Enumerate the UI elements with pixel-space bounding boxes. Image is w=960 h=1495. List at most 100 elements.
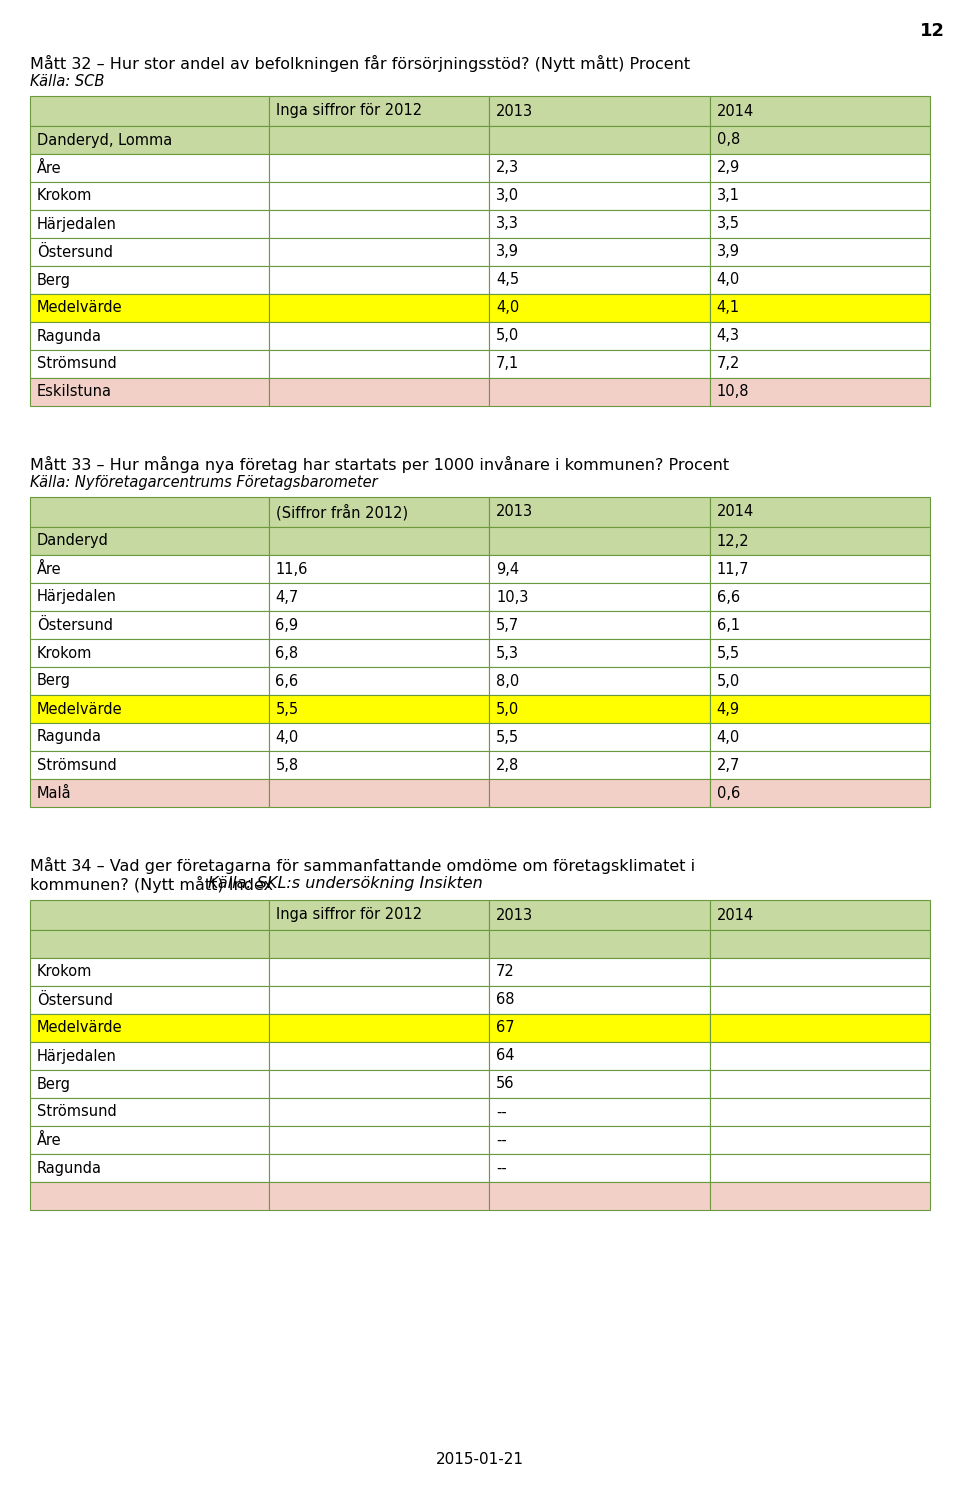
Bar bbox=[489, 295, 709, 321]
Text: Mått 33 – Hur många nya företag har startats per 1000 invånare i kommunen? Proce: Mått 33 – Hur många nya företag har star… bbox=[30, 456, 730, 472]
Bar bbox=[30, 638, 269, 667]
Bar bbox=[489, 182, 709, 209]
Text: Strömsund: Strömsund bbox=[37, 356, 117, 371]
Bar bbox=[269, 1070, 489, 1097]
Text: 3,9: 3,9 bbox=[716, 245, 739, 260]
Bar bbox=[489, 266, 709, 295]
Bar bbox=[709, 779, 930, 807]
Bar bbox=[30, 295, 269, 321]
Bar bbox=[489, 238, 709, 266]
Bar bbox=[30, 667, 269, 695]
Bar bbox=[269, 496, 489, 528]
Bar bbox=[269, 295, 489, 321]
Bar bbox=[709, 930, 930, 958]
Bar bbox=[709, 1126, 930, 1154]
Bar bbox=[489, 1126, 709, 1154]
Bar bbox=[709, 1070, 930, 1097]
Text: 64: 64 bbox=[496, 1048, 515, 1063]
Bar bbox=[30, 1097, 269, 1126]
Bar bbox=[709, 1042, 930, 1070]
Text: 10,8: 10,8 bbox=[716, 384, 749, 399]
Bar bbox=[709, 583, 930, 611]
Text: Åre: Åre bbox=[37, 562, 61, 577]
Text: Malå: Malå bbox=[37, 785, 72, 800]
Bar bbox=[30, 779, 269, 807]
Text: Mått 34 – Vad ger företagarna för sammanfattande omdöme om företagsklimatet i: Mått 34 – Vad ger företagarna för samman… bbox=[30, 857, 695, 875]
Text: 68: 68 bbox=[496, 993, 515, 1008]
Bar bbox=[30, 555, 269, 583]
Text: 3,1: 3,1 bbox=[716, 188, 739, 203]
Bar bbox=[269, 695, 489, 724]
Text: 5,0: 5,0 bbox=[496, 701, 519, 716]
Bar bbox=[709, 321, 930, 350]
Bar bbox=[489, 750, 709, 779]
Bar bbox=[269, 321, 489, 350]
Text: 3,5: 3,5 bbox=[716, 217, 739, 232]
Bar bbox=[269, 638, 489, 667]
Text: 6,6: 6,6 bbox=[276, 674, 299, 689]
Bar bbox=[30, 378, 269, 407]
Text: 5,0: 5,0 bbox=[716, 674, 740, 689]
Bar bbox=[30, 1126, 269, 1154]
Bar bbox=[30, 528, 269, 555]
Text: 5,8: 5,8 bbox=[276, 758, 299, 773]
Text: Mått 32 – Hur stor andel av befolkningen får försörjningsstöd? (Nytt mått) Proce: Mått 32 – Hur stor andel av befolkningen… bbox=[30, 55, 690, 72]
Text: 9,4: 9,4 bbox=[496, 562, 519, 577]
Bar bbox=[269, 1183, 489, 1209]
Bar bbox=[489, 779, 709, 807]
Text: Strömsund: Strömsund bbox=[37, 758, 117, 773]
Bar bbox=[30, 209, 269, 238]
Text: 6,6: 6,6 bbox=[716, 589, 739, 604]
Text: Medelvärde: Medelvärde bbox=[37, 1021, 123, 1036]
Bar bbox=[269, 750, 489, 779]
Text: 2013: 2013 bbox=[496, 103, 533, 118]
Bar bbox=[709, 266, 930, 295]
Bar bbox=[709, 638, 930, 667]
Text: Inga siffror för 2012: Inga siffror för 2012 bbox=[276, 907, 421, 922]
Bar bbox=[489, 1097, 709, 1126]
Text: 2,9: 2,9 bbox=[716, 160, 740, 175]
Bar bbox=[489, 1183, 709, 1209]
Bar bbox=[269, 1126, 489, 1154]
Text: Östersund: Östersund bbox=[37, 617, 113, 632]
Text: 2014: 2014 bbox=[716, 103, 754, 118]
Text: 10,3: 10,3 bbox=[496, 589, 528, 604]
Text: Ragunda: Ragunda bbox=[37, 730, 102, 745]
Text: Källa: Nyföretagarcentrums Företagsbarometer: Källa: Nyföretagarcentrums Företagsbarom… bbox=[30, 475, 377, 490]
Bar bbox=[709, 378, 930, 407]
Bar bbox=[269, 779, 489, 807]
Bar bbox=[30, 1154, 269, 1183]
Bar bbox=[709, 555, 930, 583]
Text: Berg: Berg bbox=[37, 1076, 71, 1091]
Bar bbox=[30, 987, 269, 1014]
Text: 11,6: 11,6 bbox=[276, 562, 308, 577]
Bar bbox=[269, 987, 489, 1014]
Bar bbox=[489, 126, 709, 154]
Text: 4,0: 4,0 bbox=[716, 272, 740, 287]
Bar bbox=[30, 750, 269, 779]
Text: Östersund: Östersund bbox=[37, 993, 113, 1008]
Text: 2015-01-21: 2015-01-21 bbox=[436, 1452, 524, 1467]
Text: 2014: 2014 bbox=[716, 907, 754, 922]
Text: Ragunda: Ragunda bbox=[37, 1160, 102, 1175]
Bar bbox=[269, 96, 489, 126]
Bar bbox=[489, 930, 709, 958]
Bar bbox=[269, 1042, 489, 1070]
Bar bbox=[489, 611, 709, 638]
Bar bbox=[30, 583, 269, 611]
Text: 5,3: 5,3 bbox=[496, 646, 519, 661]
Text: 0,8: 0,8 bbox=[716, 133, 740, 148]
Bar bbox=[269, 238, 489, 266]
Text: 2,8: 2,8 bbox=[496, 758, 519, 773]
Bar bbox=[709, 295, 930, 321]
Text: 0,6: 0,6 bbox=[716, 785, 740, 800]
Bar bbox=[269, 958, 489, 987]
Bar bbox=[709, 209, 930, 238]
Bar bbox=[269, 266, 489, 295]
Bar bbox=[30, 496, 269, 528]
Bar bbox=[709, 1183, 930, 1209]
Text: --: -- bbox=[496, 1133, 507, 1148]
Bar bbox=[269, 900, 489, 930]
Bar bbox=[30, 321, 269, 350]
Bar bbox=[269, 724, 489, 750]
